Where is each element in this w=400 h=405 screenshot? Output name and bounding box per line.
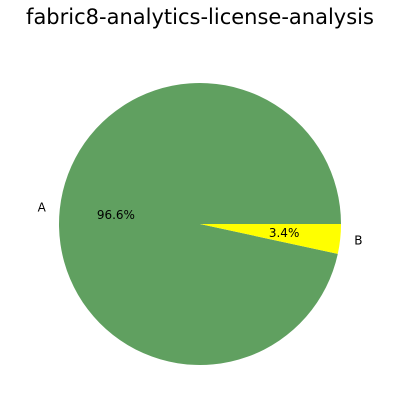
pie-slice-a [58,82,341,365]
pie-labels: A 96.6% B 3.4% [38,200,363,247]
slice-label-b: B [354,234,362,248]
slice-percent-b: 3.4% [269,226,300,240]
slice-percent-a: 96.6% [97,208,135,222]
slice-label-a: A [38,200,47,214]
pie-slice-b [200,224,341,254]
chart-title: fabric8-analytics-license-analysis [26,5,374,29]
pie-slices [58,82,341,365]
